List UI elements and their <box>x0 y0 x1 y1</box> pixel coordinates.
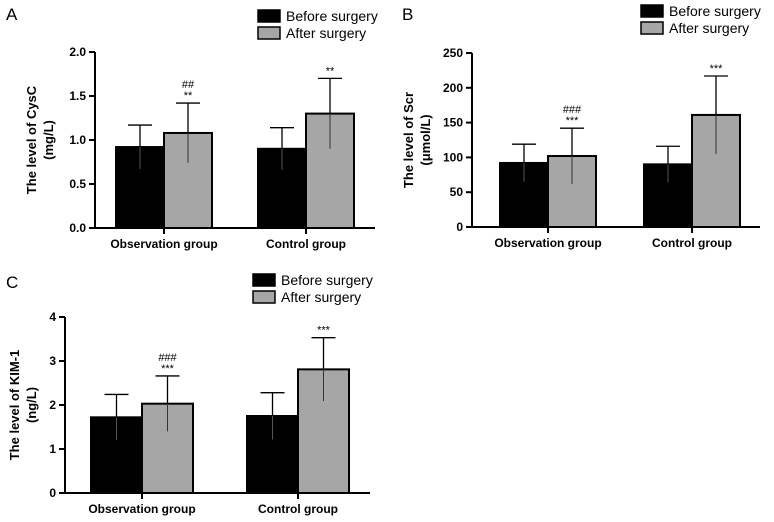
y-axis-label-line: The level of Scr <box>401 92 416 188</box>
y-tick-label: 1.0 <box>69 133 86 147</box>
y-axis-label-line: The level of KIM-1 <box>7 350 22 461</box>
x-tick-label: Observation group <box>494 236 601 250</box>
y-tick-label: 0.5 <box>69 177 86 191</box>
y-tick-label: 3 <box>49 354 56 368</box>
panel-letter: C <box>6 273 18 292</box>
significance-mark: ** <box>326 65 335 77</box>
significance-mark: ## <box>182 79 195 91</box>
y-tick-label: 4 <box>49 310 56 324</box>
legend-label-before: Before surgery <box>286 8 378 24</box>
y-axis-label: The level of Scr (μmol/L) <box>401 92 433 188</box>
significance-mark: ** <box>184 90 193 102</box>
y-tick-label: 150 <box>443 116 463 130</box>
y-tick-label: 2 <box>49 398 56 412</box>
y-tick-label: 1.5 <box>69 89 86 103</box>
legend-label-after: After surgery <box>669 20 749 36</box>
panel-letter: B <box>402 5 413 24</box>
y-axis-label-line: (ng/L) <box>24 387 39 423</box>
legend-swatch-after <box>252 290 276 304</box>
legend-label-before: Before surgery <box>281 272 373 288</box>
significance-mark: ### <box>158 352 177 364</box>
legend-swatch-after <box>257 26 281 40</box>
y-tick-label: 2.0 <box>69 45 86 59</box>
y-axis-label-line: (μmol/L) <box>418 114 433 165</box>
significance-mark: *** <box>710 63 724 75</box>
legend-label-before: Before surgery <box>669 3 761 19</box>
y-axis-label: The level of CysC (mg/L) <box>24 85 56 194</box>
legend-swatch-after <box>640 21 664 35</box>
significance-mark: *** <box>161 363 175 375</box>
bar-before <box>246 415 299 494</box>
y-axis-label: The level of KIM-1 (ng/L) <box>7 350 39 461</box>
y-tick-label: 250 <box>443 46 463 60</box>
bar-after <box>163 131 213 230</box>
y-axis-label-line: The level of CysC <box>24 85 39 194</box>
x-tick-label: Observation group <box>110 237 217 251</box>
legend-label-after: After surgery <box>286 25 366 41</box>
y-axis-label-line: (mg/L) <box>41 120 56 160</box>
y-tick-label: 100 <box>443 150 463 164</box>
y-tick-label: 50 <box>450 185 464 199</box>
y-tick-label: 1 <box>49 442 56 456</box>
x-tick-label: Control group <box>652 236 732 250</box>
panel-letter: A <box>6 5 18 24</box>
y-tick-label: 0 <box>49 486 56 500</box>
y-tick-label: 0 <box>456 220 463 234</box>
legend-swatch-before <box>640 4 664 18</box>
significance-mark: ### <box>563 104 582 116</box>
significance-mark: *** <box>566 115 580 127</box>
y-tick-label: 200 <box>443 81 463 95</box>
legend-label-after: After surgery <box>281 289 361 305</box>
x-tick-label: Control group <box>258 502 338 516</box>
y-tick-label: 0.0 <box>69 221 86 235</box>
legend-swatch-before <box>252 273 276 287</box>
significance-mark: *** <box>317 325 331 337</box>
bar-after <box>305 112 355 229</box>
legend-swatch-before <box>257 9 281 23</box>
x-tick-label: Observation group <box>88 502 195 516</box>
x-tick-label: Control group <box>266 237 346 251</box>
